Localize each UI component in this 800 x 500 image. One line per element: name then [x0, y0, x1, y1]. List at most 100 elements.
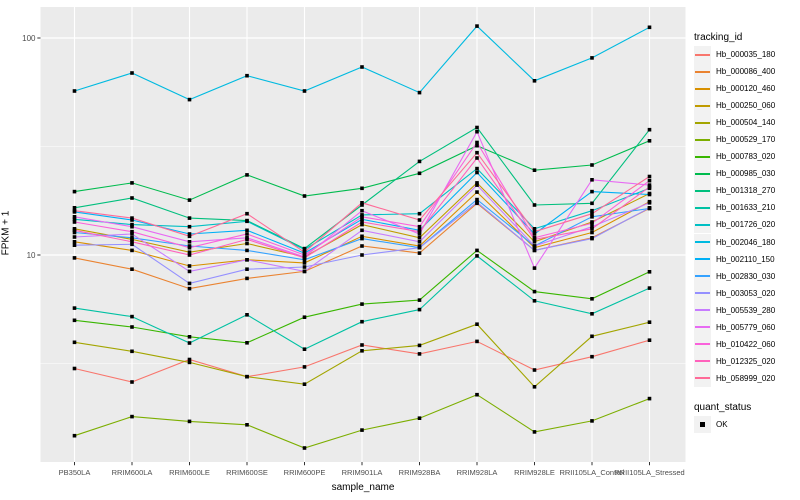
- data-point: [302, 365, 307, 369]
- data-point: [187, 245, 192, 250]
- data-point: [187, 357, 192, 362]
- data-point: [130, 224, 134, 229]
- data-point: [245, 267, 249, 271]
- legend-item-Hb_002830_030: Hb_002830_030: [694, 267, 798, 285]
- legend-item-Hb_000783_020: Hb_000783_020: [694, 148, 798, 166]
- data-point: [245, 341, 249, 345]
- data-point: [187, 216, 192, 220]
- data-point: [647, 25, 652, 30]
- data-point: [302, 247, 307, 252]
- data-point: [475, 140, 479, 145]
- data-point: [187, 269, 192, 274]
- legend-label: Hb_000035_180: [716, 50, 776, 60]
- data-point: [475, 392, 479, 397]
- data-point: [590, 312, 594, 316]
- data-point: [590, 178, 594, 182]
- data-point: [532, 289, 537, 294]
- data-point: [72, 256, 77, 260]
- data-point: [302, 382, 307, 386]
- data-point: [532, 299, 537, 303]
- data-point: [417, 218, 422, 222]
- data-point: [417, 343, 422, 348]
- data-point: [532, 430, 537, 434]
- data-point: [590, 236, 594, 241]
- legend-label: Hb_000783_020: [716, 152, 776, 162]
- data-point: [647, 139, 652, 143]
- data-point: [475, 166, 479, 171]
- x-tick-label: RRIM600LE: [169, 468, 210, 477]
- data-point: [590, 334, 594, 339]
- legend-color-line-icon: [695, 223, 710, 226]
- data-point: [417, 224, 422, 229]
- data-point: [360, 244, 364, 248]
- legend-key: [694, 199, 711, 217]
- legend-title-tracking-id: tracking_id: [694, 32, 743, 43]
- data-point: [130, 236, 134, 240]
- legend-label: Hb_058999_020: [716, 373, 776, 383]
- data-point: [475, 254, 479, 258]
- data-point: [532, 368, 537, 372]
- legend-key: [694, 250, 711, 268]
- data-point: [475, 129, 479, 134]
- legend-key: [694, 131, 711, 149]
- data-point: [72, 215, 77, 219]
- data-point: [647, 201, 652, 205]
- legend-label: Hb_002830_030: [716, 271, 776, 281]
- legend: tracking_id Hb_000035_180 Hb_000086_400 Hb…: [694, 32, 798, 433]
- data-point: [130, 242, 134, 247]
- data-point: [590, 56, 594, 60]
- black-square-marker-icon: [700, 421, 705, 427]
- legend-item-Hb_001318_270: Hb_001318_270: [694, 182, 798, 200]
- data-point: [475, 156, 479, 160]
- data-point: [360, 217, 364, 222]
- data-point: [647, 127, 652, 132]
- data-point: [360, 215, 364, 219]
- x-tick-label: RRIM928BA: [399, 468, 441, 477]
- legend-item-Hb_058999_020: Hb_058999_020: [694, 369, 798, 387]
- data-point: [590, 163, 594, 167]
- data-point: [475, 170, 479, 175]
- data-point: [187, 198, 192, 202]
- data-point: [647, 178, 652, 183]
- legend-key: [694, 233, 711, 251]
- data-point: [130, 216, 134, 220]
- legend-color-line-icon: [695, 121, 710, 124]
- data-point: [532, 237, 537, 242]
- data-point: [475, 339, 479, 344]
- data-point: [475, 24, 479, 28]
- legend-label: Hb_002046_180: [716, 237, 776, 247]
- legend-label: Hb_002110_150: [716, 254, 775, 264]
- data-point: [532, 232, 537, 236]
- data-point: [590, 230, 594, 235]
- legend-label: Hb_001633_210: [716, 203, 776, 213]
- legend-key: [694, 165, 711, 183]
- data-point: [245, 248, 249, 253]
- x-axis-title: sample_name: [331, 482, 395, 493]
- legend-label: Hb_000529_170: [716, 135, 776, 145]
- x-tick-label: RRIM600PE: [284, 468, 326, 477]
- data-point: [360, 236, 364, 241]
- data-point: [130, 414, 134, 419]
- legend-color-line-icon: [695, 377, 710, 380]
- legend-key: [694, 267, 711, 285]
- legend-key: [694, 97, 711, 115]
- data-point: [187, 240, 192, 244]
- legend-label: Hb_000120_460: [716, 84, 776, 94]
- legend-item-Hb_000504_140: Hb_000504_140: [694, 114, 798, 132]
- data-point: [417, 232, 422, 236]
- data-point: [590, 211, 594, 216]
- data-point: [475, 200, 479, 205]
- data-point: [130, 240, 134, 244]
- data-point: [647, 206, 652, 210]
- data-point: [130, 229, 134, 234]
- data-point: [72, 206, 77, 210]
- data-point: [245, 73, 249, 78]
- data-point: [245, 258, 249, 262]
- data-point: [475, 190, 479, 194]
- data-point: [360, 228, 364, 233]
- data-point: [302, 315, 307, 319]
- data-point: [245, 237, 249, 242]
- data-point: [187, 281, 192, 286]
- data-point: [532, 240, 537, 244]
- data-point: [417, 90, 422, 95]
